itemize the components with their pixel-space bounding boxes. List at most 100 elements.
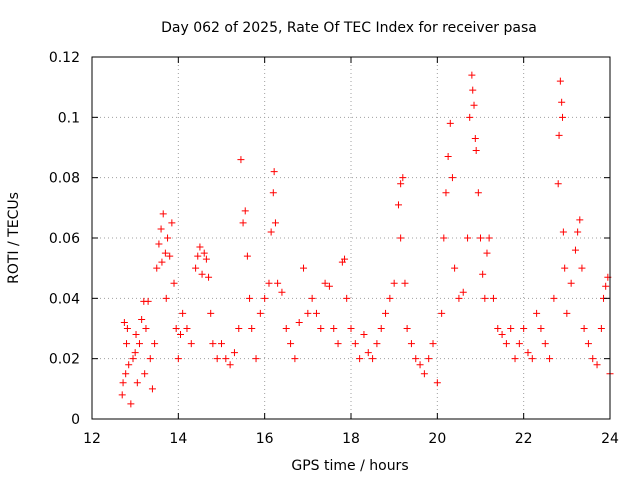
data-point (269, 189, 277, 197)
data-point (239, 219, 247, 227)
data-point (446, 119, 454, 127)
y-tick-label: 0.08 (49, 171, 80, 187)
data-point (489, 294, 497, 302)
data-point (135, 340, 143, 348)
y-tick-label: 0 (71, 412, 80, 428)
y-tick-label: 0.12 (49, 50, 80, 66)
data-point (317, 325, 325, 332)
data-point (524, 349, 532, 357)
x-tick-label: 18 (342, 431, 360, 447)
data-point (571, 246, 579, 254)
data-point (222, 355, 230, 363)
y-tick-label: 0.02 (49, 352, 80, 368)
data-point (474, 189, 482, 197)
data-point (312, 309, 320, 317)
data-point (300, 264, 308, 272)
data-point (248, 325, 256, 332)
y-tick-labels: 0 0.02 0.04 0.06 0.08 0.1 0.12 (49, 50, 80, 428)
data-point (166, 252, 174, 260)
data-point (198, 270, 206, 278)
data-point (567, 279, 575, 287)
data-point (158, 258, 166, 266)
y-axis-label: ROTI / TECUs (6, 192, 22, 284)
data-point (520, 325, 528, 332)
data-point (237, 156, 245, 164)
data-point (267, 228, 275, 236)
data-point (343, 294, 351, 302)
data-point (511, 355, 519, 363)
data-point (507, 325, 515, 332)
data-point (597, 325, 605, 332)
data-point (119, 379, 127, 387)
data-point (235, 325, 243, 332)
data-point (218, 340, 225, 348)
data-point (412, 355, 420, 363)
data-point (455, 294, 463, 302)
data-point (377, 325, 385, 332)
data-point (146, 355, 154, 363)
data-point (364, 349, 372, 357)
data-point (369, 355, 377, 363)
data-point (399, 174, 407, 182)
data-point (558, 98, 566, 106)
data-point (142, 325, 150, 332)
data-point (555, 131, 563, 139)
data-point (144, 297, 152, 305)
data-point (574, 228, 582, 236)
data-point (464, 234, 472, 242)
data-point (226, 361, 234, 369)
data-point (494, 325, 502, 332)
data-point (341, 255, 349, 263)
data-point (172, 325, 180, 332)
data-point (282, 325, 290, 332)
data-point (580, 325, 588, 332)
data-point (129, 355, 137, 363)
data-point (403, 325, 411, 332)
x-tick-label: 14 (169, 431, 187, 447)
data-point (360, 331, 368, 339)
data-point (270, 168, 278, 176)
data-point (559, 113, 567, 121)
data-point (425, 355, 433, 363)
data-point (138, 315, 146, 323)
x-tick-label: 20 (428, 431, 446, 447)
x-tick-label: 24 (601, 431, 619, 447)
data-point (183, 325, 191, 332)
data-point (213, 355, 221, 363)
data-point (168, 219, 176, 227)
data-point (122, 370, 130, 378)
data-point (578, 264, 586, 272)
y-tick-label: 0.04 (49, 291, 80, 307)
data-point (159, 210, 167, 218)
data-point (416, 361, 424, 369)
data-points (118, 71, 614, 408)
data-point (469, 86, 477, 94)
data-point (330, 325, 338, 332)
data-point (556, 77, 564, 85)
data-point (162, 294, 170, 302)
data-point (356, 355, 364, 363)
data-point (537, 325, 545, 332)
data-point (176, 331, 184, 339)
data-point (153, 264, 161, 272)
data-point (401, 279, 409, 287)
grid-lines (92, 57, 610, 419)
data-point (187, 340, 195, 348)
data-point (541, 340, 549, 348)
data-point (278, 288, 286, 296)
data-point (127, 400, 135, 408)
data-point (373, 340, 381, 348)
data-point (164, 234, 172, 242)
data-point (471, 134, 479, 142)
data-point (472, 147, 480, 155)
data-point (274, 279, 282, 287)
data-point (498, 331, 506, 339)
data-point (155, 240, 163, 248)
data-point (481, 294, 489, 302)
data-point (123, 340, 131, 348)
data-point (179, 309, 187, 317)
data-point (584, 340, 592, 348)
data-point (429, 340, 437, 348)
data-point (304, 309, 312, 317)
